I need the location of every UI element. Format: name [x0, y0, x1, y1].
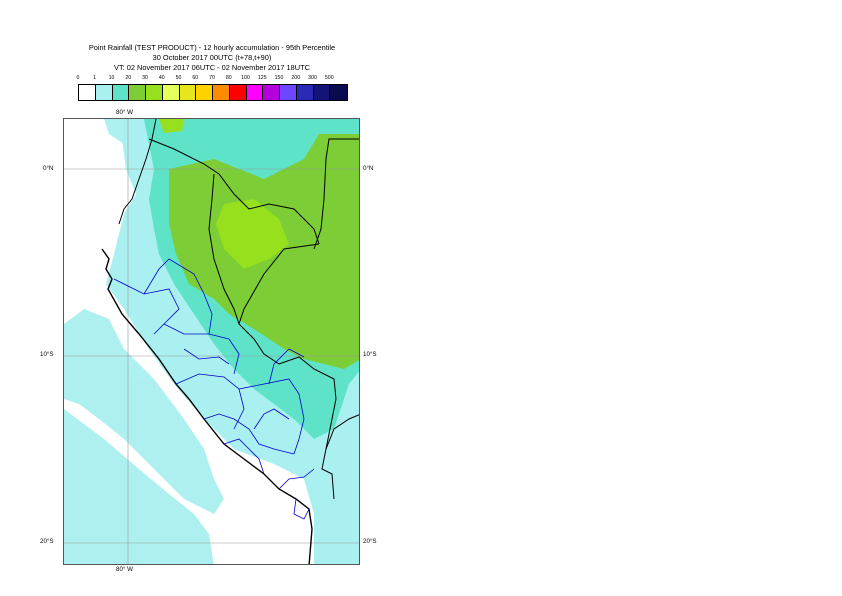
legend-swatch-0 [79, 85, 96, 100]
legend-swatch-3 [129, 85, 146, 100]
legend-tick-12: 150 [274, 75, 284, 81]
legend-swatch-6 [179, 85, 197, 100]
legend-tick-15: 500 [324, 75, 334, 81]
map-canvas [64, 119, 359, 564]
graticule [64, 119, 359, 564]
lat-label-right-10s: 10°S [363, 351, 377, 358]
legend-tick-8: 70 [209, 75, 215, 81]
legend-tick-11: 125 [257, 75, 267, 81]
legend-swatch-11 [263, 85, 280, 100]
legend-swatch-7 [196, 85, 213, 100]
validity-time: VT: 02 November 2017 06UTC - 02 November… [114, 63, 310, 72]
legend-tick-2: 10 [108, 75, 115, 81]
legend-swatch-13 [296, 85, 314, 100]
rainfall-map [63, 118, 360, 565]
legend-swatch-4 [146, 85, 163, 100]
legend-swatch-12 [280, 85, 297, 100]
legend-swatches [78, 84, 348, 101]
legend-tick-1: 1 [93, 75, 97, 81]
legend-tick-7: 60 [192, 75, 199, 81]
legend-swatch-1 [95, 85, 113, 100]
legend-tick-4: 30 [142, 75, 148, 81]
lat-label-left-10s: 10°S [40, 351, 54, 358]
lon-label-top: 80° W [116, 109, 133, 116]
legend-tick-0: 0 [76, 75, 80, 81]
legend-swatch-10 [246, 85, 264, 100]
lat-label-right-20s: 20°S [363, 538, 377, 545]
legend-swatch-15 [330, 85, 347, 100]
legend-swatch-9 [229, 85, 247, 100]
country-borders [118, 119, 359, 500]
legend-tick-10: 100 [241, 75, 250, 81]
legend-tick-14: 300 [308, 75, 317, 81]
legend-swatch-5 [162, 85, 180, 100]
lat-label-left-20s: 20°S [40, 538, 54, 545]
regional-borders [113, 258, 315, 520]
legend-swatch-14 [313, 85, 331, 100]
legend-tick-13: 200 [291, 75, 301, 81]
lat-label-right-0: 0°N [363, 165, 374, 172]
lat-label-left-0: 0°N [43, 165, 54, 172]
lon-label-bottom: 80° W [116, 566, 133, 573]
lightgreen-rain-area [216, 199, 289, 269]
color-legend: 0 1 10 20 30 40 50 60 70 80 100 125 150 200 300 500 [76, 75, 348, 101]
legend-tick-9: 80 [225, 75, 232, 81]
map-title: Point Rainfall (TEST PRODUCT) - 12 hourl… [88, 43, 336, 52]
legend-swatch-8 [213, 85, 230, 100]
legend-swatch-2 [112, 85, 130, 100]
legend-tick-3: 20 [125, 75, 132, 81]
run-time: 30 October 2017 00UTC (t+78,t+90) [152, 53, 272, 62]
legend-tick-6: 50 [175, 75, 182, 81]
legend-tick-5: 40 [158, 75, 165, 81]
